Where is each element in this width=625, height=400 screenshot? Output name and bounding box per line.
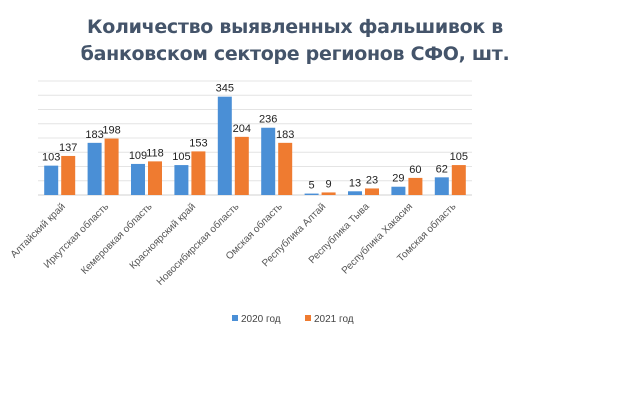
- data-label: 29: [392, 173, 404, 185]
- bar-2: [278, 142, 293, 195]
- category-label: Новосибирская область: [154, 201, 241, 288]
- data-label: 198: [102, 125, 120, 137]
- bar-2: [321, 192, 336, 195]
- category-label: Республика Хакасия: [339, 201, 415, 277]
- bar-1: [434, 177, 449, 195]
- bar-1: [44, 165, 59, 195]
- bar-2: [61, 155, 76, 195]
- legend-label: 2021 год: [314, 314, 354, 325]
- bar-2: [104, 138, 119, 195]
- data-label: 183: [85, 129, 103, 141]
- bar-1: [348, 191, 362, 195]
- category-label: Кемеровкая область: [79, 201, 155, 277]
- bar-1: [217, 96, 232, 195]
- bar-2: [451, 165, 466, 195]
- data-label: 62: [436, 163, 448, 175]
- data-label: 105: [172, 151, 190, 163]
- data-label: 183: [276, 129, 294, 141]
- bar-1: [174, 165, 189, 195]
- data-label: 60: [409, 164, 421, 176]
- bar-1: [131, 163, 145, 195]
- legend-label: 2020 год: [241, 314, 281, 325]
- data-label: 204: [233, 123, 251, 135]
- bar-2: [191, 151, 206, 195]
- data-label: 5: [309, 180, 315, 192]
- bar-1: [261, 127, 276, 195]
- data-label: 9: [326, 178, 332, 190]
- data-label: 103: [42, 152, 60, 164]
- bar-2: [365, 188, 379, 195]
- bar-1: [304, 193, 319, 195]
- data-label: 23: [366, 174, 378, 186]
- data-label: 236: [259, 114, 277, 126]
- bar-1: [391, 186, 406, 195]
- bar-2: [148, 161, 162, 195]
- chart-title: Количество выявленных фальшивок в банков…: [60, 14, 530, 68]
- chart-title-line-2: банковском секторе регионов СФО, шт.: [80, 43, 510, 65]
- data-label: 109: [129, 150, 147, 162]
- legend-swatch: [232, 315, 238, 321]
- legend-swatch: [305, 315, 311, 321]
- data-label: 105: [450, 151, 468, 163]
- data-label: 13: [349, 177, 361, 189]
- data-label: 345: [216, 83, 234, 95]
- data-label: 118: [146, 147, 164, 159]
- bar-1: [87, 142, 102, 195]
- bar-2: [234, 136, 249, 195]
- bar-2: [408, 177, 423, 195]
- data-label: 137: [59, 142, 77, 154]
- chart-title-line-1: Количество выявленных фальшивок в: [86, 16, 504, 38]
- data-label: 153: [189, 137, 207, 149]
